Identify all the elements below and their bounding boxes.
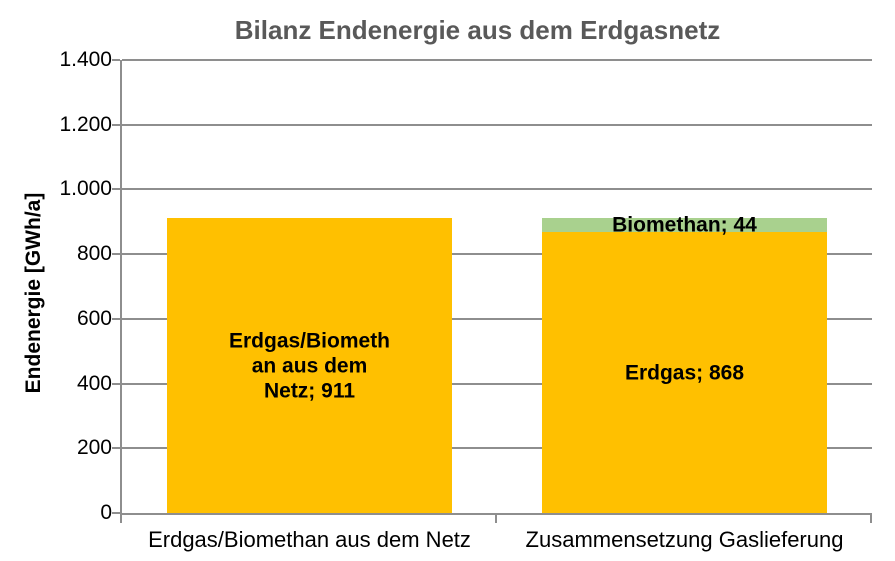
bar-slot: Erdgas/Biometh an aus dem Netz; 911 — [122, 60, 497, 513]
gridline — [122, 124, 872, 126]
x-axis-category-labels: Erdgas/Biomethan aus dem Netz Zusammenset… — [122, 527, 872, 553]
x-axis-category-label: Zusammensetzung Gaslieferung — [525, 527, 844, 552]
x-axis-tick-mark — [495, 515, 497, 523]
bar-segment-erdgas-biomethan-aus-dem-netz: Erdgas/Biometh an aus dem Netz; 911 — [167, 218, 452, 513]
bar-segment-biomethan: Biomethan; 44 — [542, 214, 827, 237]
y-axis-tick-label: 200 — [76, 436, 112, 459]
y-axis-tick-label: 400 — [76, 372, 112, 395]
gridline — [122, 383, 872, 385]
y-axis-tick-label: 800 — [76, 242, 112, 265]
y-axis-tick-mark — [112, 318, 120, 320]
y-axis-tick-mark — [112, 59, 120, 61]
chart-title: Bilanz Endenergie aus dem Erdgasnetz — [234, 15, 721, 45]
x-axis-tick-mark — [870, 515, 872, 523]
y-axis-tick-mark — [112, 447, 120, 449]
y-axis-tick-label: 600 — [76, 307, 112, 330]
bar-data-label: Erdgas; 868 — [624, 361, 745, 384]
bar-data-label: Biomethan; 44 — [612, 213, 757, 237]
y-axis-tick-label: 1.000 — [59, 177, 112, 200]
y-axis-tick-mark — [112, 188, 120, 190]
y-axis-tick-mark — [112, 124, 120, 126]
y-axis-tick-label: 0 — [100, 501, 112, 524]
y-axis-tick-mark — [112, 512, 120, 514]
bar-slot: Erdgas; 868 Biomethan; 44 — [497, 60, 872, 513]
y-axis-tick-label: 1.400 — [59, 48, 112, 71]
y-axis-tick-mark — [112, 253, 120, 255]
bar-segment-erdgas: Erdgas; 868 — [542, 232, 827, 513]
y-axis-tick-label: 1.200 — [59, 113, 112, 136]
x-axis-tick-mark — [120, 515, 122, 523]
gridline — [122, 447, 872, 449]
gridline — [122, 59, 872, 61]
y-axis-title: Endenergie [GWh/a] — [22, 192, 45, 394]
gridline — [122, 253, 872, 255]
gridline — [122, 188, 872, 190]
y-axis-tick-mark — [112, 383, 120, 385]
bar-data-label: Erdgas/Biometh an aus dem Netz; 911 — [228, 329, 391, 402]
x-axis-category-label: Erdgas/Biomethan aus dem Netz — [148, 527, 471, 552]
plot-area: Erdgas/Biometh an aus dem Netz; 911 Erdgas;… — [112, 59, 872, 523]
gridline — [122, 318, 872, 320]
